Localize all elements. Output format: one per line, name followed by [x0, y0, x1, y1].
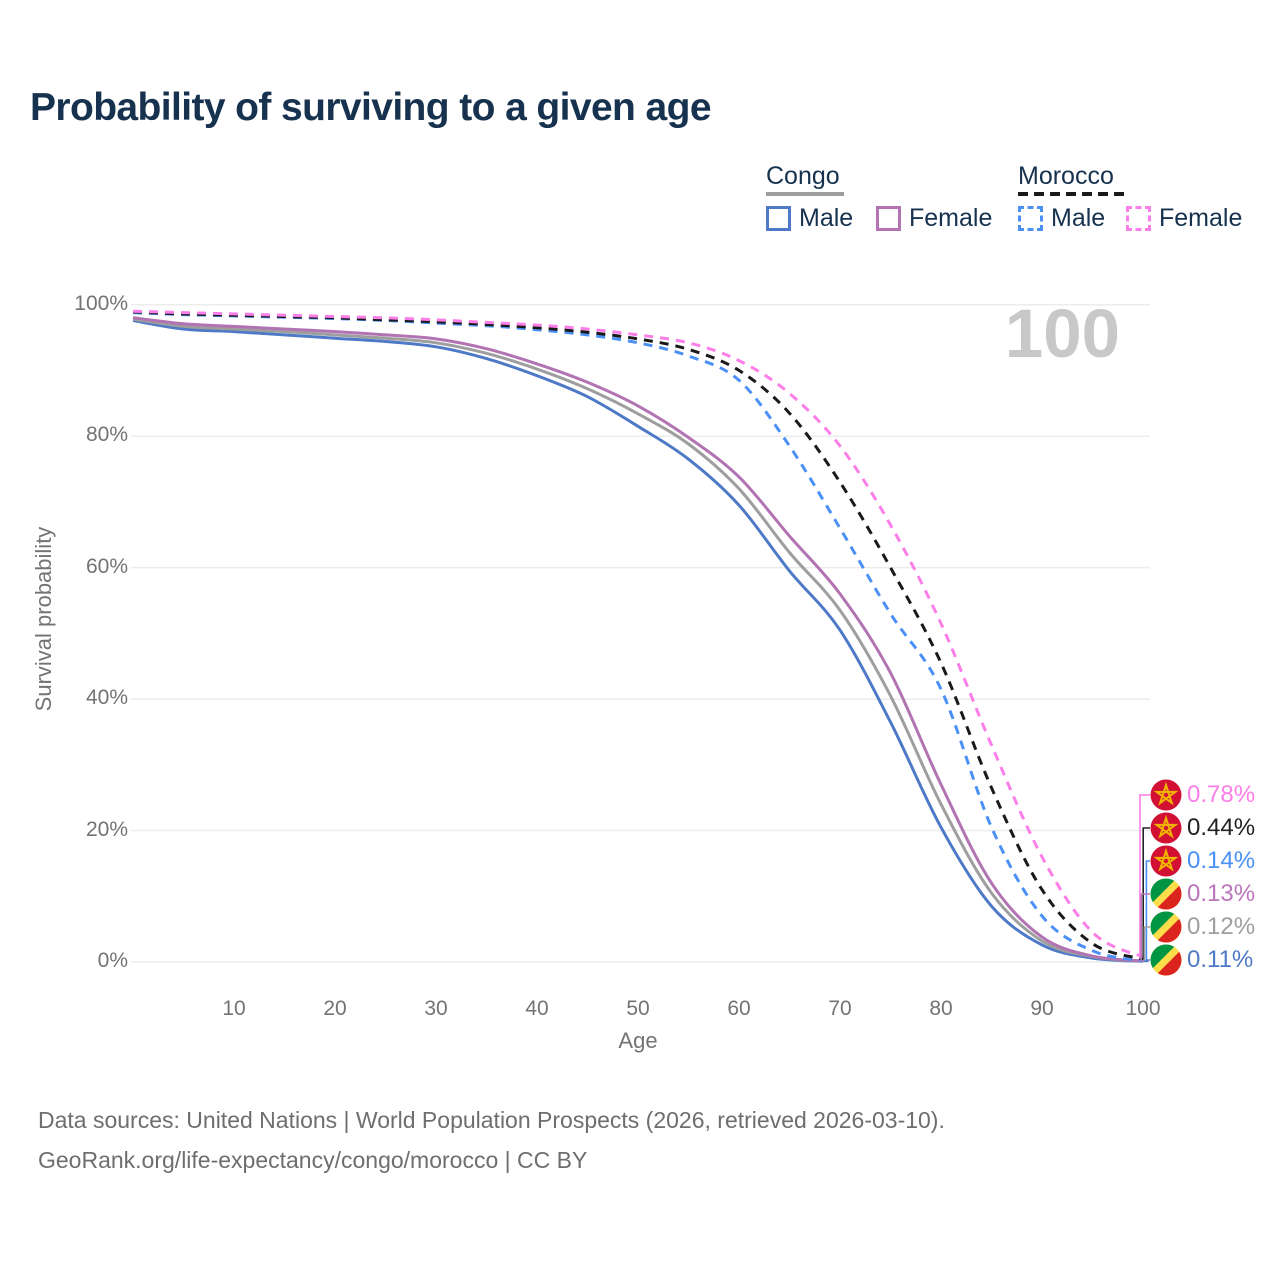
y-tick-label-60pct: 60%	[85, 554, 128, 578]
x-tick-label-90: 90	[1030, 997, 1054, 1020]
legend-group-morocco-title: Morocco	[1018, 162, 1114, 190]
legend-morocco-line-sample	[1018, 192, 1124, 196]
flag-icon-morocco	[1150, 812, 1182, 844]
legend-label-morocco-male: Male	[1051, 204, 1106, 232]
legend-congo-line-sample	[766, 192, 844, 196]
legend-label-congo-female: Female	[909, 204, 993, 232]
legend-swatch-morocco-male	[1018, 206, 1043, 231]
legend-label-morocco-female: Female	[1159, 204, 1243, 232]
y-tick-label-40pct: 40%	[85, 686, 128, 710]
end-label-value: 0.14%	[1187, 847, 1256, 874]
curve-congo-both	[132, 317, 1144, 963]
flag-icon-congo	[1150, 911, 1182, 943]
legend-group-congo-title: Congo	[766, 162, 840, 190]
x-tick-label-50: 50	[626, 997, 650, 1020]
x-tick-label-20: 20	[323, 997, 347, 1020]
x-tick-label-80: 80	[929, 997, 953, 1020]
x-axis-title: Age	[618, 1028, 658, 1053]
end-label-congo-female: 0.13%	[1150, 877, 1255, 911]
end-label-morocco-male: 0.14%	[1150, 844, 1255, 878]
end-label-value: 0.12%	[1187, 913, 1256, 940]
x-tick-label-60: 60	[727, 997, 751, 1020]
flag-icon-congo	[1150, 944, 1182, 976]
legend-swatch-morocco-female	[1126, 206, 1151, 231]
connector-congo-male	[1143, 959, 1150, 963]
end-label-value: 0.78%	[1187, 781, 1256, 808]
end-label-value: 0.44%	[1187, 814, 1256, 841]
curve-morocco-both	[132, 310, 1144, 961]
end-label-congo-both-sexes: 0.12%	[1150, 910, 1255, 944]
y-tick-label-20pct: 20%	[85, 817, 128, 841]
connector-congo-female	[1140, 893, 1150, 962]
end-label-morocco-both-sexes: 0.44%	[1150, 811, 1255, 845]
curve-morocco-female	[132, 309, 1144, 959]
curve-congo-female	[132, 316, 1144, 963]
x-tick-label-30: 30	[424, 997, 448, 1020]
flag-icon-morocco	[1150, 845, 1182, 877]
attribution-line: GeoRank.org/life-expectancy/congo/morocc…	[38, 1147, 588, 1173]
end-label-value: 0.13%	[1187, 880, 1256, 907]
flag-icon-congo	[1150, 878, 1182, 910]
x-tick-label-100: 100	[1125, 997, 1161, 1020]
x-tick-label-70: 70	[828, 997, 852, 1020]
x-tick-label-10: 10	[222, 997, 246, 1020]
flag-icon-morocco	[1150, 779, 1182, 811]
legend-swatch-congo-male	[766, 206, 791, 231]
curve-morocco-male	[132, 311, 1144, 963]
age-indicator: 100	[1004, 295, 1120, 372]
end-label-congo-male: 0.11%	[1150, 943, 1253, 977]
y-tick-label-0pct: 0%	[97, 949, 128, 972]
legend-swatch-congo-female	[876, 206, 901, 231]
legend-label-congo-male: Male	[799, 204, 854, 232]
x-tick-label-40: 40	[525, 997, 549, 1020]
end-label-morocco-female: 0.78%	[1150, 778, 1255, 812]
data-source-line: Data sources: United Nations | World Pop…	[38, 1107, 945, 1133]
curve-congo-male	[132, 319, 1144, 963]
end-label-value: 0.11%	[1187, 946, 1254, 973]
y-tick-label-100pct: 100%	[74, 291, 128, 315]
chart-title: Probability of surviving to a given age	[30, 86, 712, 129]
y-tick-label-80pct: 80%	[85, 423, 128, 447]
